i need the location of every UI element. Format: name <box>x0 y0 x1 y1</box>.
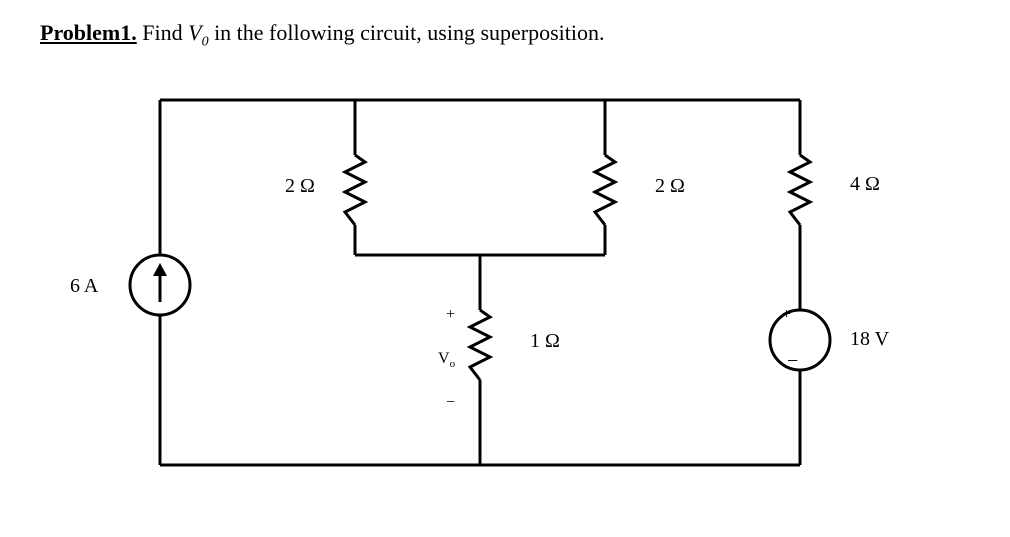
resistor-r2-label: 2 Ω <box>655 175 685 198</box>
current-source-label: 6 A <box>70 275 98 298</box>
vo-symbol: V <box>438 350 450 367</box>
vo-minus: − <box>446 394 455 412</box>
problem-variable: V <box>188 20 201 45</box>
resistor-r3-label: 4 Ω <box>850 173 880 196</box>
circuit-svg <box>60 70 960 500</box>
vsource-plus: + <box>782 306 791 324</box>
problem-text-after: in the following circuit, using superpos… <box>209 20 605 45</box>
vo-plus: + <box>446 306 455 324</box>
circuit-diagram: 6 A 18 V 2 Ω 2 Ω 4 Ω 1 Ω + Vo − + − <box>60 70 960 500</box>
voltage-source-label: 18 V <box>850 328 889 351</box>
problem-text-before: Find <box>137 20 188 45</box>
vsource-minus: − <box>787 350 798 373</box>
problem-title: Problem1. Find V0 in the following circu… <box>40 20 970 50</box>
vo-label: Vo <box>438 350 455 370</box>
problem-subscript: 0 <box>202 34 209 49</box>
resistor-r1-label: 2 Ω <box>285 175 315 198</box>
vo-sub: o <box>450 359 456 371</box>
problem-label: Problem1. <box>40 20 137 45</box>
resistor-r4-label: 1 Ω <box>530 330 560 353</box>
